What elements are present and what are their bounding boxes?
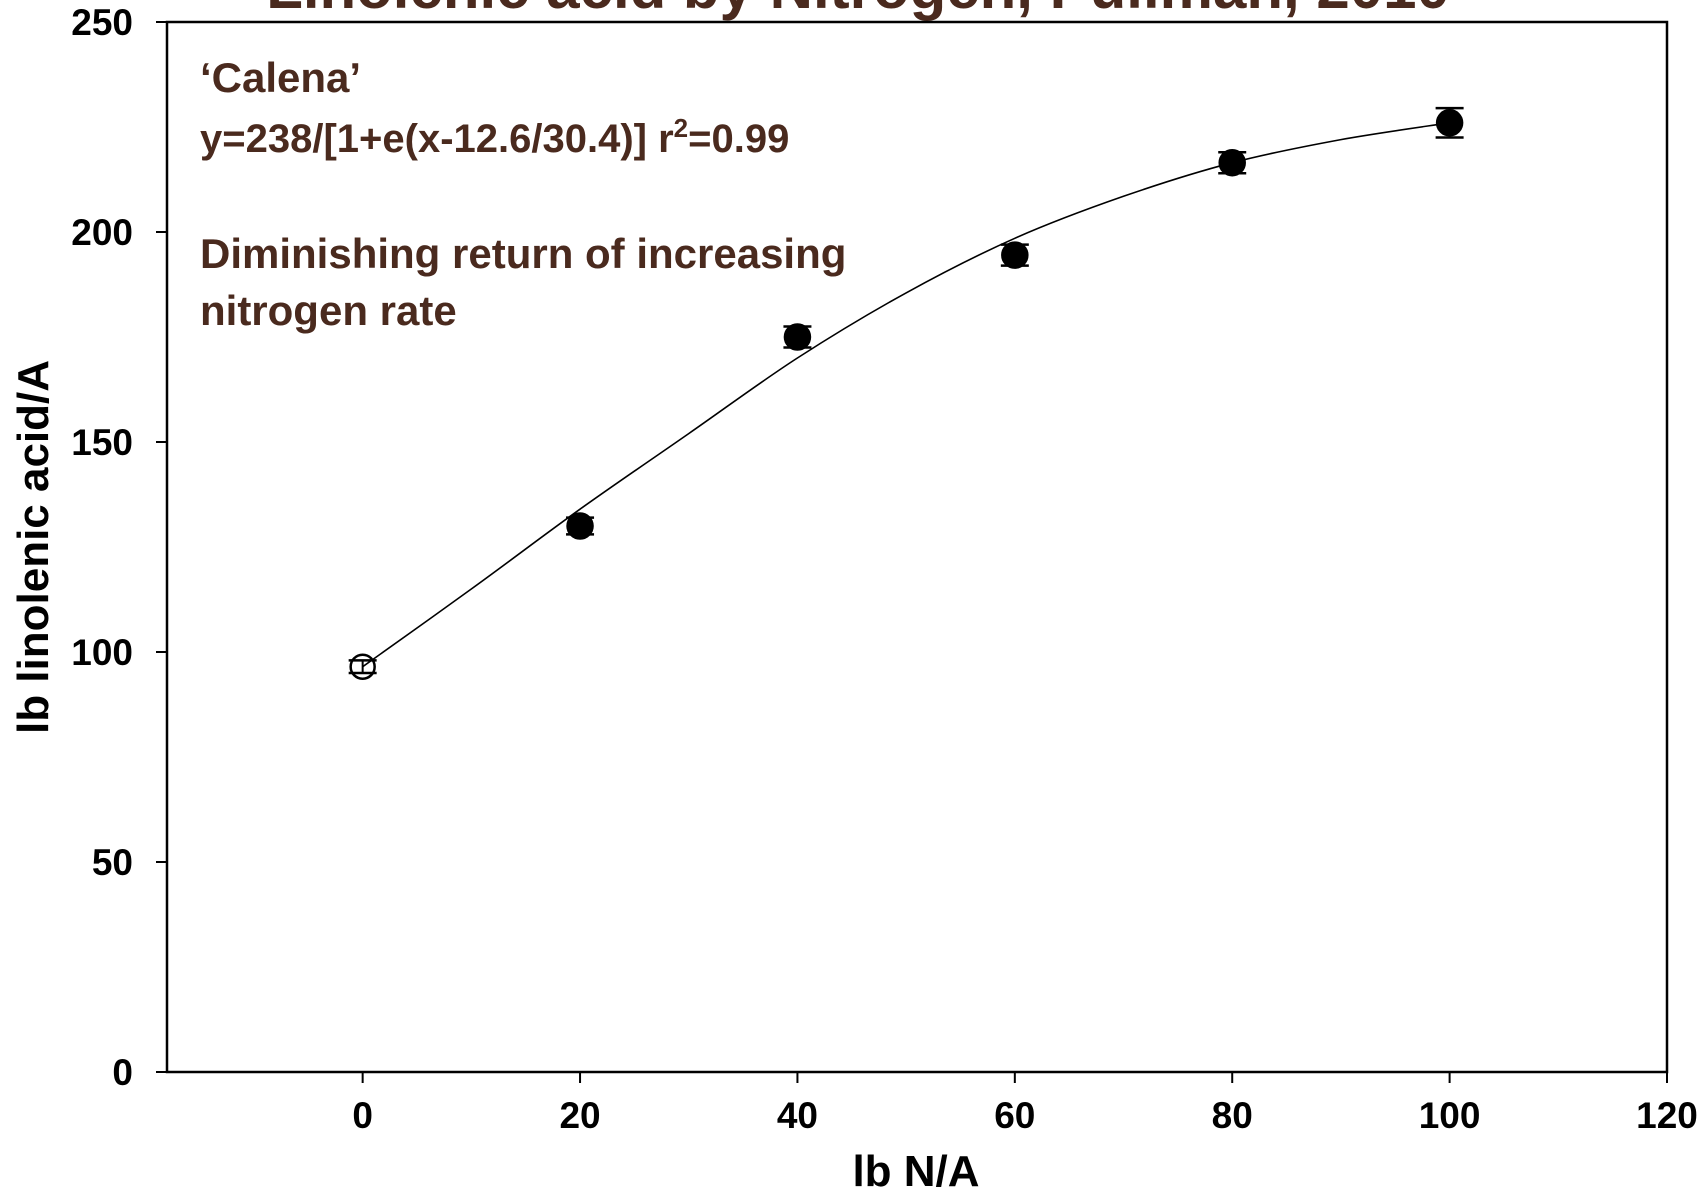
data-point xyxy=(783,323,812,351)
note-line-1: Diminishing return of increasing xyxy=(200,230,846,277)
x-tick-label: 20 xyxy=(559,1095,600,1136)
data-point xyxy=(566,512,595,540)
open-marker xyxy=(349,653,376,680)
y-axis-ticks: 0 50 100 150 200 250 xyxy=(71,2,167,1093)
y-tick-label: 200 xyxy=(71,212,133,253)
data-point xyxy=(1435,106,1464,139)
filled-marker xyxy=(1001,241,1029,269)
x-tick-label: 80 xyxy=(1212,1095,1253,1136)
y-tick-label: 0 xyxy=(112,1052,133,1093)
plot-frame xyxy=(165,20,1669,1074)
y-tick-label: 50 xyxy=(92,842,133,883)
y-axis-label: lb linolenic acid/A xyxy=(9,360,58,734)
y-tick-label: 150 xyxy=(71,422,133,463)
chart-title: Linolenic acid by Nitrogen, Pullman, 201… xyxy=(266,0,1450,21)
x-tick-label: 0 xyxy=(352,1095,373,1136)
x-tick-label: 40 xyxy=(777,1095,818,1136)
x-tick-label: 100 xyxy=(1419,1095,1481,1136)
fit-equation-tail: =0.99 xyxy=(688,117,789,161)
filled-marker xyxy=(1435,109,1464,137)
x-tick-label: 60 xyxy=(994,1095,1035,1136)
filled-marker xyxy=(1218,148,1246,177)
x-tick-label: 120 xyxy=(1636,1095,1698,1136)
y-tick-label: 250 xyxy=(71,2,133,43)
x-axis-label: lb N/A xyxy=(852,1147,979,1196)
filled-marker xyxy=(783,323,812,351)
x-axis-ticks: 0 20 40 60 80 100 120 xyxy=(352,1072,1698,1136)
fit-curve xyxy=(362,122,1450,668)
data-point xyxy=(1000,241,1029,269)
data-points xyxy=(348,106,1464,680)
filled-marker xyxy=(566,512,594,540)
data-point xyxy=(1218,148,1247,177)
fit-equation: y=238/[1+e(x-12.6/30.4)] r2=0.99 xyxy=(200,113,789,161)
fit-equation-main: y=238/[1+e(x-12.6/30.4)] r xyxy=(200,117,674,161)
fit-equation-superscript: 2 xyxy=(674,113,688,143)
note-line-2: nitrogen rate xyxy=(200,287,457,334)
data-point xyxy=(348,653,377,680)
y-tick-label: 100 xyxy=(71,632,133,673)
cultivar-label: ‘Calena’ xyxy=(200,54,361,101)
